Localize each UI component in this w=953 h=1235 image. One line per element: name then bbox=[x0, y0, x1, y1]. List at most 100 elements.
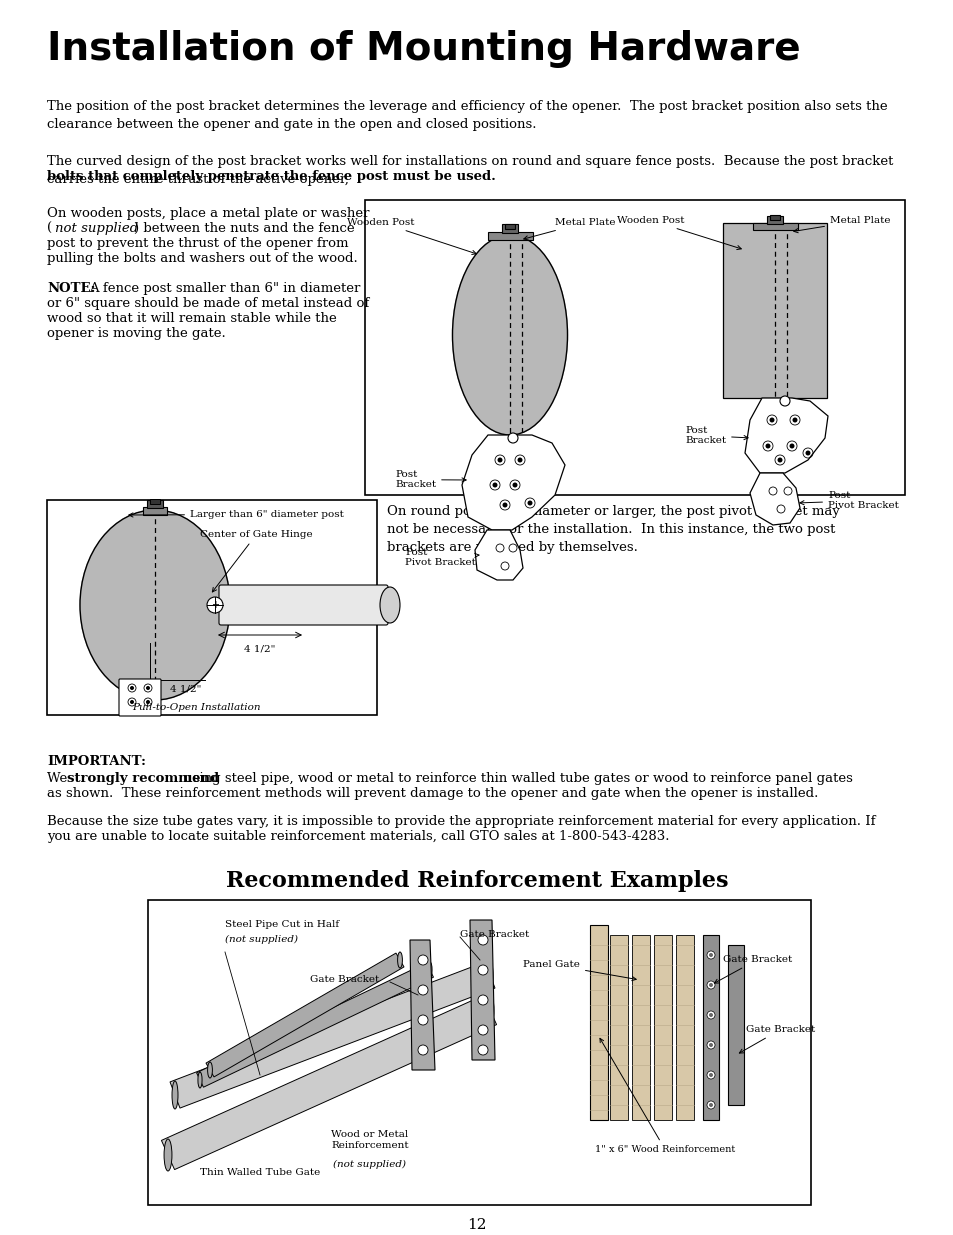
Bar bbox=[47, 500, 376, 715]
Circle shape bbox=[706, 1011, 714, 1019]
Bar bbox=[143, 508, 167, 515]
Text: Metal Plate: Metal Plate bbox=[793, 216, 889, 232]
Ellipse shape bbox=[379, 587, 399, 622]
Polygon shape bbox=[475, 530, 522, 580]
Text: We: We bbox=[47, 772, 71, 785]
Text: opener is moving the gate.: opener is moving the gate. bbox=[47, 327, 226, 340]
Circle shape bbox=[708, 1013, 712, 1016]
Text: +: + bbox=[211, 600, 219, 610]
Circle shape bbox=[477, 935, 488, 945]
Text: Pull-to-Open Installation: Pull-to-Open Installation bbox=[132, 703, 260, 713]
Text: Center of Gate Hinge: Center of Gate Hinge bbox=[200, 530, 313, 592]
Ellipse shape bbox=[197, 1072, 202, 1088]
Text: On round posts of 6" diameter or larger, the post pivot bracket may
not be neces: On round posts of 6" diameter or larger,… bbox=[387, 505, 839, 555]
Circle shape bbox=[477, 995, 488, 1005]
Text: you are unable to locate suitable reinforcement materials, call GTO sales at 1-8: you are unable to locate suitable reinfo… bbox=[47, 830, 669, 844]
Circle shape bbox=[708, 1073, 712, 1077]
Circle shape bbox=[789, 443, 794, 448]
Ellipse shape bbox=[208, 1062, 213, 1078]
Circle shape bbox=[477, 1045, 488, 1055]
Ellipse shape bbox=[486, 961, 493, 989]
Text: A fence post smaller than 6" in diameter: A fence post smaller than 6" in diameter bbox=[89, 282, 360, 295]
Text: pulling the bolts and washers out of the wood.: pulling the bolts and washers out of the… bbox=[47, 252, 357, 266]
Circle shape bbox=[477, 1025, 488, 1035]
Ellipse shape bbox=[172, 1081, 178, 1109]
Polygon shape bbox=[161, 995, 497, 1170]
Text: Post
Pivot Bracket: Post Pivot Bracket bbox=[799, 492, 898, 510]
Ellipse shape bbox=[80, 510, 230, 700]
Polygon shape bbox=[744, 398, 827, 473]
Text: 4 1/2": 4 1/2" bbox=[170, 685, 201, 694]
Polygon shape bbox=[749, 473, 800, 525]
Bar bbox=[147, 500, 163, 508]
Circle shape bbox=[769, 417, 774, 422]
Circle shape bbox=[512, 483, 517, 488]
Circle shape bbox=[146, 700, 150, 704]
Circle shape bbox=[706, 1041, 714, 1049]
Text: Thin Walled Tube Gate: Thin Walled Tube Gate bbox=[200, 1168, 320, 1177]
Polygon shape bbox=[196, 963, 433, 1087]
Bar bbox=[488, 232, 533, 240]
Bar bbox=[702, 935, 719, 1120]
Circle shape bbox=[207, 597, 223, 613]
Circle shape bbox=[708, 983, 712, 987]
Circle shape bbox=[146, 685, 150, 690]
Text: (not supplied): (not supplied) bbox=[334, 1160, 406, 1170]
Circle shape bbox=[417, 986, 428, 995]
Text: NOTE:: NOTE: bbox=[47, 282, 95, 295]
Circle shape bbox=[792, 417, 797, 422]
Text: Wood or Metal
Reinforcement: Wood or Metal Reinforcement bbox=[331, 1130, 409, 1150]
Text: Recommended Reinforcement Examples: Recommended Reinforcement Examples bbox=[226, 869, 727, 892]
Bar bbox=[727, 945, 743, 1105]
Text: 4 1/2": 4 1/2" bbox=[244, 645, 275, 655]
Bar bbox=[654, 935, 671, 1120]
Text: Gate Bracket: Gate Bracket bbox=[459, 930, 529, 939]
Circle shape bbox=[502, 503, 507, 508]
Text: wood so that it will remain stable while the: wood so that it will remain stable while… bbox=[47, 312, 336, 325]
Circle shape bbox=[706, 981, 714, 989]
Bar bbox=[676, 935, 693, 1120]
Bar bbox=[631, 935, 649, 1120]
Circle shape bbox=[417, 955, 428, 965]
Bar bbox=[150, 499, 160, 504]
Polygon shape bbox=[410, 940, 435, 1070]
Text: Gate Bracket: Gate Bracket bbox=[310, 974, 379, 984]
Text: or 6" square should be made of metal instead of: or 6" square should be made of metal ins… bbox=[47, 296, 369, 310]
Circle shape bbox=[477, 965, 488, 974]
Text: ) between the nuts and the fence: ) between the nuts and the fence bbox=[133, 222, 355, 235]
Ellipse shape bbox=[452, 235, 567, 435]
Circle shape bbox=[130, 685, 133, 690]
Text: (not supplied): (not supplied) bbox=[225, 935, 297, 944]
Bar bbox=[722, 224, 826, 398]
Circle shape bbox=[507, 433, 517, 443]
Text: Post
Bracket: Post Bracket bbox=[684, 426, 747, 446]
Text: using steel pipe, wood or metal to reinforce thin walled tube gates or wood to r: using steel pipe, wood or metal to reinf… bbox=[180, 772, 852, 785]
Circle shape bbox=[708, 1044, 712, 1047]
Text: 1" x 6" Wood Reinforcement: 1" x 6" Wood Reinforcement bbox=[595, 1039, 735, 1153]
Polygon shape bbox=[470, 920, 495, 1060]
Text: not supplied: not supplied bbox=[55, 222, 138, 235]
Circle shape bbox=[492, 483, 497, 488]
Bar bbox=[365, 200, 904, 495]
Circle shape bbox=[708, 1103, 712, 1107]
Circle shape bbox=[764, 443, 770, 448]
Circle shape bbox=[706, 951, 714, 960]
Ellipse shape bbox=[164, 1139, 172, 1171]
Bar bbox=[148, 900, 810, 1205]
Bar bbox=[609, 935, 627, 1120]
Text: On wooden posts, place a metal plate or washer: On wooden posts, place a metal plate or … bbox=[47, 207, 369, 220]
Text: as shown.  These reinforcement methods will prevent damage to the opener and gat: as shown. These reinforcement methods wi… bbox=[47, 787, 818, 800]
Text: Gate Bracket: Gate Bracket bbox=[714, 955, 791, 983]
Circle shape bbox=[417, 1015, 428, 1025]
Circle shape bbox=[417, 1045, 428, 1055]
Text: Wooden Post: Wooden Post bbox=[617, 216, 740, 249]
FancyBboxPatch shape bbox=[219, 585, 388, 625]
Circle shape bbox=[777, 457, 781, 462]
Ellipse shape bbox=[485, 994, 494, 1026]
Polygon shape bbox=[461, 435, 564, 530]
Text: Metal Plate: Metal Plate bbox=[523, 219, 615, 240]
Bar bbox=[504, 224, 515, 228]
Circle shape bbox=[527, 500, 532, 505]
FancyBboxPatch shape bbox=[119, 679, 161, 716]
Text: Post
Pivot Bracket: Post Pivot Bracket bbox=[405, 548, 478, 567]
